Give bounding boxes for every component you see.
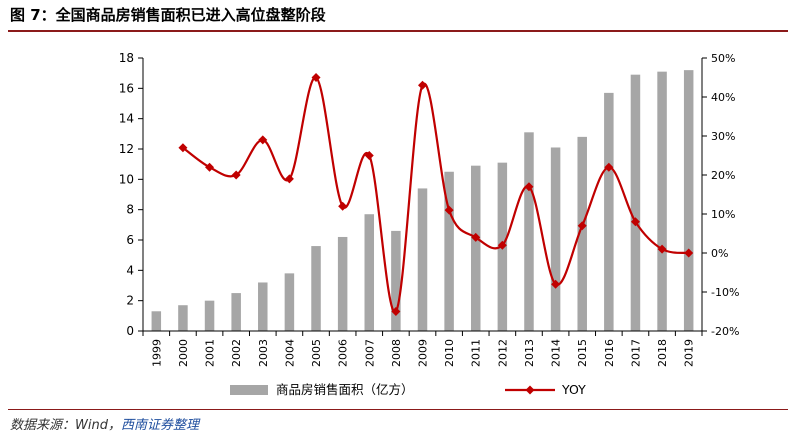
yoy-marker-2011	[471, 232, 481, 242]
legend-swatch-bar	[230, 385, 268, 395]
yoy-marker-2009	[418, 80, 427, 90]
bar-2014	[550, 147, 561, 331]
x-tick-label-2019: 2019	[683, 339, 696, 367]
yoy-marker-2004	[284, 174, 294, 184]
bar-2002	[231, 293, 241, 331]
yoy-marker-2000	[178, 143, 188, 153]
bar-2004	[284, 273, 295, 331]
bar-2003	[258, 282, 268, 331]
x-tick-label-2007: 2007	[363, 339, 376, 367]
x-tick-label-2017: 2017	[629, 339, 642, 367]
y-left-tick-label: 12	[119, 142, 134, 156]
x-tick-label-2006: 2006	[337, 339, 350, 367]
legend-swatch-marker	[525, 385, 535, 395]
bar-2011	[470, 165, 481, 331]
chart: 0 2 4 6 8 10 12 14 16 18 -20% -10% 0% 10% 20% 30% 40% 50%…	[119, 51, 740, 397]
yoy-marker-2007	[364, 151, 374, 160]
bar-2010	[444, 171, 454, 331]
source-brand: 西南证券整理	[120, 418, 199, 433]
bar-2000	[178, 305, 188, 331]
x-tick-label-2015: 2015	[576, 339, 589, 367]
yoy-marker-2016	[604, 162, 614, 172]
yoy-marker-2012	[497, 240, 507, 250]
y-left-tick-label: 16	[119, 81, 134, 95]
yoy-marker-2013	[524, 182, 534, 192]
x-tick-label-1999: 1999	[150, 339, 163, 367]
bar-1999	[151, 311, 162, 331]
y-right-tick-label: 30%	[711, 130, 735, 143]
y-right-tick-label: -20%	[711, 325, 739, 338]
bar-2008	[391, 230, 401, 331]
x-tick-label-2018: 2018	[656, 339, 669, 367]
bar-2006	[337, 236, 348, 331]
yoy-marker-2010	[444, 205, 454, 215]
x-tick-label-2016: 2016	[603, 339, 616, 367]
y-left-tick-label: 0	[126, 324, 134, 338]
yoy-marker-2002	[231, 170, 241, 180]
y-left-tick-label: 18	[119, 51, 134, 65]
bar-2015	[577, 136, 587, 331]
yoy-marker-2001	[205, 162, 215, 172]
yoy-marker-2005	[311, 73, 321, 82]
page-title: 图 7：全国商品房销售面积已进入高位盘整阶段	[10, 6, 326, 24]
x-tick-label-2009: 2009	[417, 339, 430, 367]
y-right-tick-label: 40%	[711, 91, 735, 104]
x-tick-label-2010: 2010	[443, 339, 456, 367]
y-right-tick-label: 50%	[711, 52, 735, 65]
y-right-tick-label: 0%	[711, 247, 728, 260]
x-tick-label-2000: 2000	[177, 339, 190, 367]
y-left-tick-label: 6	[126, 233, 134, 247]
bar-2009	[417, 188, 428, 331]
x-tick-label-2011: 2011	[470, 339, 483, 367]
legend-label-bar: 商品房销售面积（亿方）	[276, 382, 414, 397]
yoy-marker-2019	[684, 248, 694, 258]
bar-2018	[657, 71, 667, 332]
yoy-marker-2017	[630, 217, 640, 227]
bar-2007	[364, 214, 375, 331]
x-tick-label-2005: 2005	[310, 339, 323, 367]
source-prefix: 数据来源：Wind，	[10, 418, 121, 433]
x-tick-label-2003: 2003	[257, 339, 270, 367]
yoy-marker-2015	[577, 221, 587, 231]
x-tick-label-2014: 2014	[550, 339, 563, 367]
bar-2016	[604, 92, 614, 331]
y-right-tick-label: 20%	[711, 169, 735, 182]
axes: 0 2 4 6 8 10 12 14 16 18 -20% -10% 0% 10% 20% 30% 40% 50%…	[119, 51, 740, 367]
x-tick-label-2013: 2013	[523, 339, 536, 367]
yoy-marker-2006	[338, 201, 348, 211]
bar-2017	[630, 74, 641, 331]
bar-2001	[204, 300, 215, 331]
y-right-tick-label: 10%	[711, 208, 735, 221]
y-left-tick-label: 8	[126, 203, 134, 217]
bar-2013	[524, 132, 534, 331]
yoy-marker-2003	[258, 135, 268, 145]
title-divider	[8, 30, 788, 32]
yoy-marker-2018	[657, 244, 667, 254]
line-series	[178, 73, 694, 316]
yoy-marker-2014	[551, 279, 561, 289]
legend: 商品房销售面积（亿方） YOY	[230, 382, 586, 397]
legend-label-line: YOY	[561, 382, 586, 397]
source-note: 数据来源：Wind，西南证券整理	[10, 414, 199, 433]
x-tick-label-2008: 2008	[390, 339, 403, 367]
y-left-tick-label: 4	[126, 263, 134, 277]
bar-2019	[683, 70, 694, 331]
bar-series	[151, 70, 694, 332]
bar-2005	[311, 246, 321, 331]
x-tick-label-2004: 2004	[283, 339, 296, 367]
x-tick-label-2001: 2001	[204, 339, 217, 367]
x-tick-label-2012: 2012	[496, 339, 509, 367]
y-right-tick-label: -10%	[711, 286, 739, 299]
x-tick-label-2002: 2002	[230, 339, 243, 367]
yoy-marker-2008	[391, 307, 401, 316]
footer-divider	[8, 409, 788, 410]
y-left-tick-label: 2	[126, 294, 134, 308]
y-left-tick-label: 10	[119, 172, 134, 186]
y-left-tick-label: 14	[119, 112, 134, 126]
